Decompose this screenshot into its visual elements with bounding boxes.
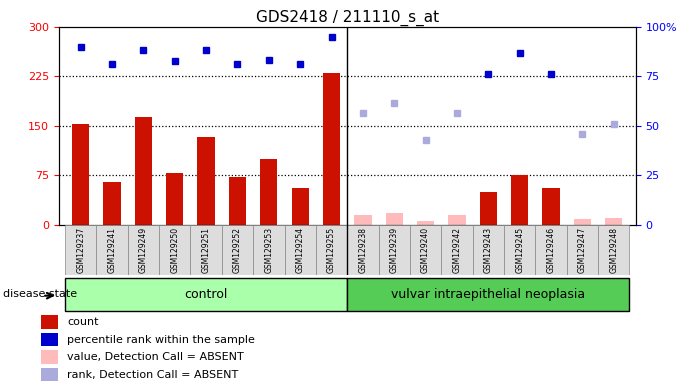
- Title: GDS2418 / 211110_s_at: GDS2418 / 211110_s_at: [256, 9, 439, 25]
- Text: percentile rank within the sample: percentile rank within the sample: [67, 334, 255, 345]
- Bar: [261, 159, 278, 225]
- Text: GSM129238: GSM129238: [359, 227, 368, 273]
- FancyBboxPatch shape: [96, 225, 128, 275]
- Text: GSM129247: GSM129247: [578, 227, 587, 273]
- Text: control: control: [184, 288, 228, 301]
- Text: GSM129241: GSM129241: [108, 227, 117, 273]
- FancyBboxPatch shape: [191, 225, 222, 275]
- Bar: [72, 124, 89, 225]
- FancyBboxPatch shape: [536, 225, 567, 275]
- Text: GSM129237: GSM129237: [76, 227, 85, 273]
- Bar: [605, 218, 623, 225]
- Text: GSM129243: GSM129243: [484, 227, 493, 273]
- FancyBboxPatch shape: [316, 225, 347, 275]
- Text: GSM129246: GSM129246: [547, 227, 556, 273]
- Text: GSM129250: GSM129250: [170, 227, 179, 273]
- Bar: [323, 73, 340, 225]
- Bar: [104, 182, 121, 225]
- FancyBboxPatch shape: [504, 225, 536, 275]
- Text: GSM129239: GSM129239: [390, 227, 399, 273]
- Bar: [511, 175, 529, 225]
- FancyBboxPatch shape: [442, 225, 473, 275]
- Text: disease state: disease state: [3, 289, 77, 299]
- Text: GSM129248: GSM129248: [609, 227, 618, 273]
- FancyBboxPatch shape: [347, 278, 630, 311]
- Bar: [41, 350, 57, 364]
- FancyBboxPatch shape: [65, 225, 96, 275]
- Bar: [229, 177, 246, 225]
- FancyBboxPatch shape: [410, 225, 442, 275]
- Bar: [574, 219, 591, 225]
- FancyBboxPatch shape: [598, 225, 630, 275]
- FancyBboxPatch shape: [128, 225, 159, 275]
- FancyBboxPatch shape: [473, 225, 504, 275]
- Text: GSM129251: GSM129251: [202, 227, 211, 273]
- Text: vulvar intraepithelial neoplasia: vulvar intraepithelial neoplasia: [391, 288, 585, 301]
- Text: GSM129240: GSM129240: [421, 227, 430, 273]
- Bar: [41, 333, 57, 346]
- Text: GSM129245: GSM129245: [515, 227, 524, 273]
- Bar: [135, 117, 152, 225]
- Bar: [386, 213, 403, 225]
- FancyBboxPatch shape: [253, 225, 285, 275]
- FancyBboxPatch shape: [65, 278, 347, 311]
- Text: count: count: [67, 317, 99, 327]
- Bar: [198, 137, 215, 225]
- Bar: [354, 215, 372, 225]
- Bar: [41, 368, 57, 381]
- FancyBboxPatch shape: [379, 225, 410, 275]
- FancyBboxPatch shape: [159, 225, 191, 275]
- Bar: [542, 189, 560, 225]
- Bar: [166, 173, 183, 225]
- Text: value, Detection Call = ABSENT: value, Detection Call = ABSENT: [67, 352, 244, 362]
- Bar: [417, 221, 434, 225]
- Text: rank, Detection Call = ABSENT: rank, Detection Call = ABSENT: [67, 369, 238, 380]
- FancyBboxPatch shape: [222, 225, 253, 275]
- FancyBboxPatch shape: [285, 225, 316, 275]
- Text: GSM129253: GSM129253: [265, 227, 274, 273]
- FancyBboxPatch shape: [567, 225, 598, 275]
- Text: GSM129254: GSM129254: [296, 227, 305, 273]
- Text: GSM129249: GSM129249: [139, 227, 148, 273]
- Bar: [480, 192, 497, 225]
- Bar: [41, 316, 57, 329]
- Bar: [448, 215, 466, 225]
- Text: GSM129255: GSM129255: [327, 227, 336, 273]
- FancyBboxPatch shape: [347, 225, 379, 275]
- Bar: [292, 189, 309, 225]
- Text: GSM129242: GSM129242: [453, 227, 462, 273]
- Text: GSM129252: GSM129252: [233, 227, 242, 273]
